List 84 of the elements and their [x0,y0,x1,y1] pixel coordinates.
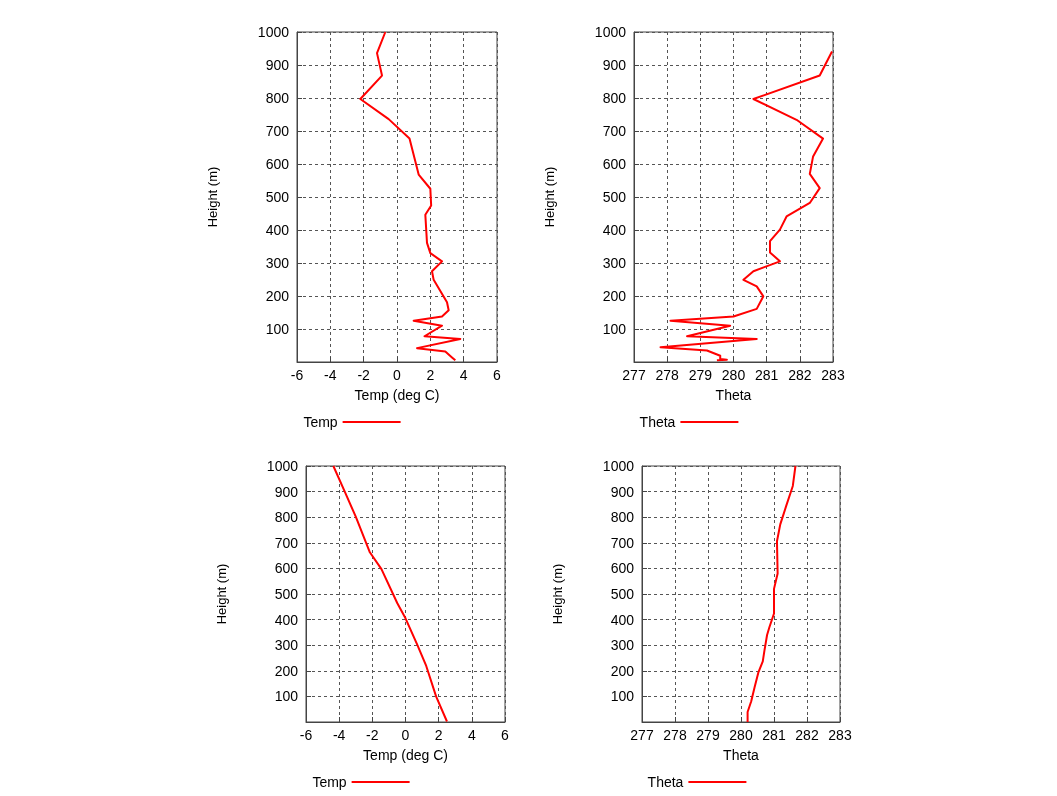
y-tick-label: 600 [265,156,290,172]
y-tick-label: 1000 [594,24,627,40]
y-axis-title: Height (m) [214,563,229,625]
legend-label: Theta [639,414,676,430]
y-tick-label: 100 [602,321,627,337]
y-tick-label: 1000 [257,24,290,40]
x-tick-label: 0 [393,367,402,383]
y-tick-label: 900 [274,483,299,500]
x-tick-label: 6 [501,727,510,743]
x-tick-label: 6 [493,367,502,383]
x-tick-label: -2 [357,367,371,383]
x-tick-label: 0 [401,727,410,743]
y-tick-label: 300 [602,255,627,271]
y-tick-label: 400 [265,222,290,238]
y-tick-label: 800 [274,509,299,526]
x-tick-label: 2 [426,367,435,383]
line-series [746,465,797,723]
y-tick-label: 400 [610,611,635,628]
x-tick-label: -2 [366,727,379,743]
y-tick-label: 500 [274,586,299,602]
x-tick-label: 282 [788,367,812,383]
x-tick-label: 283 [821,367,845,383]
x-axis-title: Temp (deg C) [354,387,440,403]
y-tick-label: 300 [274,637,299,654]
y-tick-label: 900 [610,483,635,500]
x-tick-label: 278 [663,727,687,743]
y-axis-title: Height (m) [205,166,220,228]
x-tick-label: 280 [729,727,753,743]
x-tick-label: 282 [795,727,819,743]
y-tick-label: 200 [602,288,627,304]
y-tick-label: 200 [610,662,635,679]
y-tick-label: 700 [274,534,299,551]
y-axis-title: Height (m) [550,563,565,625]
legend-label: Theta [647,774,684,790]
x-tick-label: 2 [434,727,443,743]
x-tick-label: 283 [828,727,852,743]
x-tick-label: -6 [290,367,304,383]
y-tick-label: 200 [265,288,290,304]
x-tick-label: 279 [688,367,713,383]
y-tick-label: 500 [610,586,635,602]
y-tick-label: 800 [610,509,635,526]
x-tick-label: 277 [622,367,646,383]
y-tick-label: 100 [610,688,635,705]
y-axis-title: Height (m) [542,166,557,228]
y-tick-label: 600 [602,156,627,172]
x-axis-title: Theta [723,747,760,763]
y-tick-label: 1000 [602,458,635,474]
x-tick-label: 281 [762,727,786,743]
x-tick-label: -4 [332,727,346,743]
y-tick-label: 700 [610,534,635,551]
legend-label: Temp [303,414,338,430]
x-tick-label: 4 [459,367,468,383]
y-tick-label: 100 [274,688,299,705]
y-tick-label: 800 [265,90,290,106]
x-tick-label: 279 [696,727,720,743]
y-tick-label: 100 [265,321,290,337]
y-tick-label: 400 [274,611,299,628]
x-axis-title: Temp (deg C) [363,747,448,763]
x-tick-label: 280 [721,367,746,383]
y-tick-label: 1000 [266,458,299,474]
y-tick-label: 300 [265,255,290,271]
y-tick-label: 900 [602,57,627,73]
y-tick-label: 500 [602,189,627,205]
x-tick-label: -4 [324,367,337,383]
y-tick-label: 300 [610,637,635,654]
x-axis-title: Theta [715,387,752,403]
y-tick-label: 700 [265,123,290,139]
x-tick-label: -6 [299,727,313,743]
y-tick-label: 700 [602,123,627,139]
line-series [332,465,448,723]
x-tick-label: 4 [467,727,476,743]
y-tick-label: 600 [274,560,299,577]
line-series [359,31,462,362]
y-tick-label: 900 [265,57,290,73]
x-tick-label: 277 [630,727,654,743]
x-tick-label: 278 [655,367,680,383]
x-tick-label: 281 [754,367,779,383]
legend-label: Temp [312,774,347,790]
y-tick-label: 600 [610,560,635,577]
y-tick-label: 500 [265,189,290,205]
y-tick-label: 800 [602,90,627,106]
line-series [659,50,834,362]
y-tick-label: 200 [274,662,299,679]
y-tick-label: 400 [602,222,627,238]
